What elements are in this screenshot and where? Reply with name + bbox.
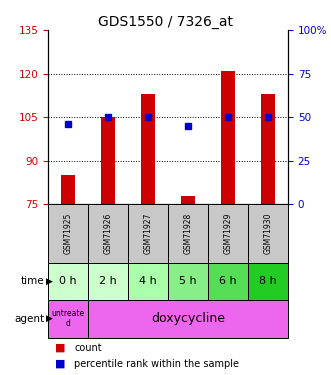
Bar xyxy=(48,262,88,300)
Text: ■: ■ xyxy=(55,359,65,369)
Text: 0 h: 0 h xyxy=(59,276,77,286)
Text: 8 h: 8 h xyxy=(259,276,277,286)
Bar xyxy=(168,204,208,262)
Text: GSM71926: GSM71926 xyxy=(104,213,113,254)
Text: percentile rank within the sample: percentile rank within the sample xyxy=(74,359,239,369)
Bar xyxy=(128,262,168,300)
Text: untreate
d: untreate d xyxy=(51,309,84,328)
Bar xyxy=(48,204,88,262)
Bar xyxy=(101,117,115,204)
Text: GSM71929: GSM71929 xyxy=(223,213,232,254)
Text: agent: agent xyxy=(15,314,45,324)
Text: ▶: ▶ xyxy=(46,277,53,286)
Bar xyxy=(88,204,128,262)
Bar xyxy=(128,204,168,262)
Bar xyxy=(141,94,155,204)
Text: count: count xyxy=(74,343,102,353)
Text: GSM71927: GSM71927 xyxy=(143,213,153,254)
Text: GSM71928: GSM71928 xyxy=(183,213,193,254)
Text: 5 h: 5 h xyxy=(179,276,197,286)
Bar xyxy=(48,300,88,338)
Text: ■: ■ xyxy=(55,343,65,353)
Bar xyxy=(168,262,208,300)
Text: 6 h: 6 h xyxy=(219,276,237,286)
Text: GSM71930: GSM71930 xyxy=(263,213,272,254)
Text: 4 h: 4 h xyxy=(139,276,157,286)
Text: doxycycline: doxycycline xyxy=(151,312,225,325)
Text: time: time xyxy=(21,276,45,286)
Text: GSM71925: GSM71925 xyxy=(64,213,72,254)
Bar xyxy=(181,196,195,204)
Text: ▶: ▶ xyxy=(46,314,53,323)
Text: 2 h: 2 h xyxy=(99,276,117,286)
Bar xyxy=(88,262,128,300)
Bar xyxy=(61,175,75,204)
Bar xyxy=(221,70,235,204)
Bar xyxy=(208,204,248,262)
Bar xyxy=(248,204,288,262)
Text: GDS1550 / 7326_at: GDS1550 / 7326_at xyxy=(98,15,233,29)
Bar xyxy=(88,300,288,338)
Bar xyxy=(261,94,275,204)
Bar xyxy=(208,262,248,300)
Bar xyxy=(248,262,288,300)
